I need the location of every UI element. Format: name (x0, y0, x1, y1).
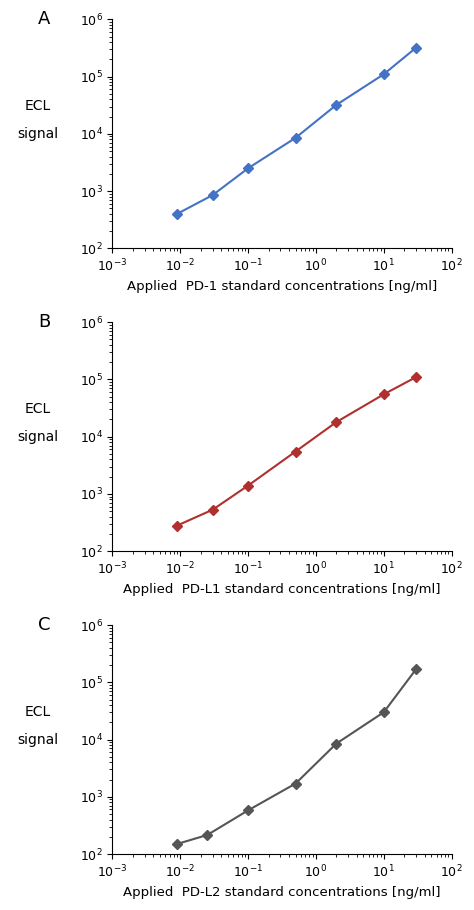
X-axis label: Applied  PD-L2 standard concentrations [ng/ml]: Applied PD-L2 standard concentrations [n… (123, 886, 441, 899)
Text: ECL: ECL (25, 705, 51, 719)
Text: C: C (38, 616, 50, 634)
Text: B: B (38, 313, 50, 331)
Text: signal: signal (18, 126, 58, 141)
Text: ECL: ECL (25, 402, 51, 416)
Text: A: A (38, 10, 50, 28)
Text: ECL: ECL (25, 99, 51, 114)
X-axis label: Applied  PD-L1 standard concentrations [ng/ml]: Applied PD-L1 standard concentrations [n… (123, 583, 441, 596)
X-axis label: Applied  PD-1 standard concentrations [ng/ml]: Applied PD-1 standard concentrations [ng… (127, 280, 437, 293)
Text: signal: signal (18, 733, 58, 746)
Text: signal: signal (18, 430, 58, 444)
